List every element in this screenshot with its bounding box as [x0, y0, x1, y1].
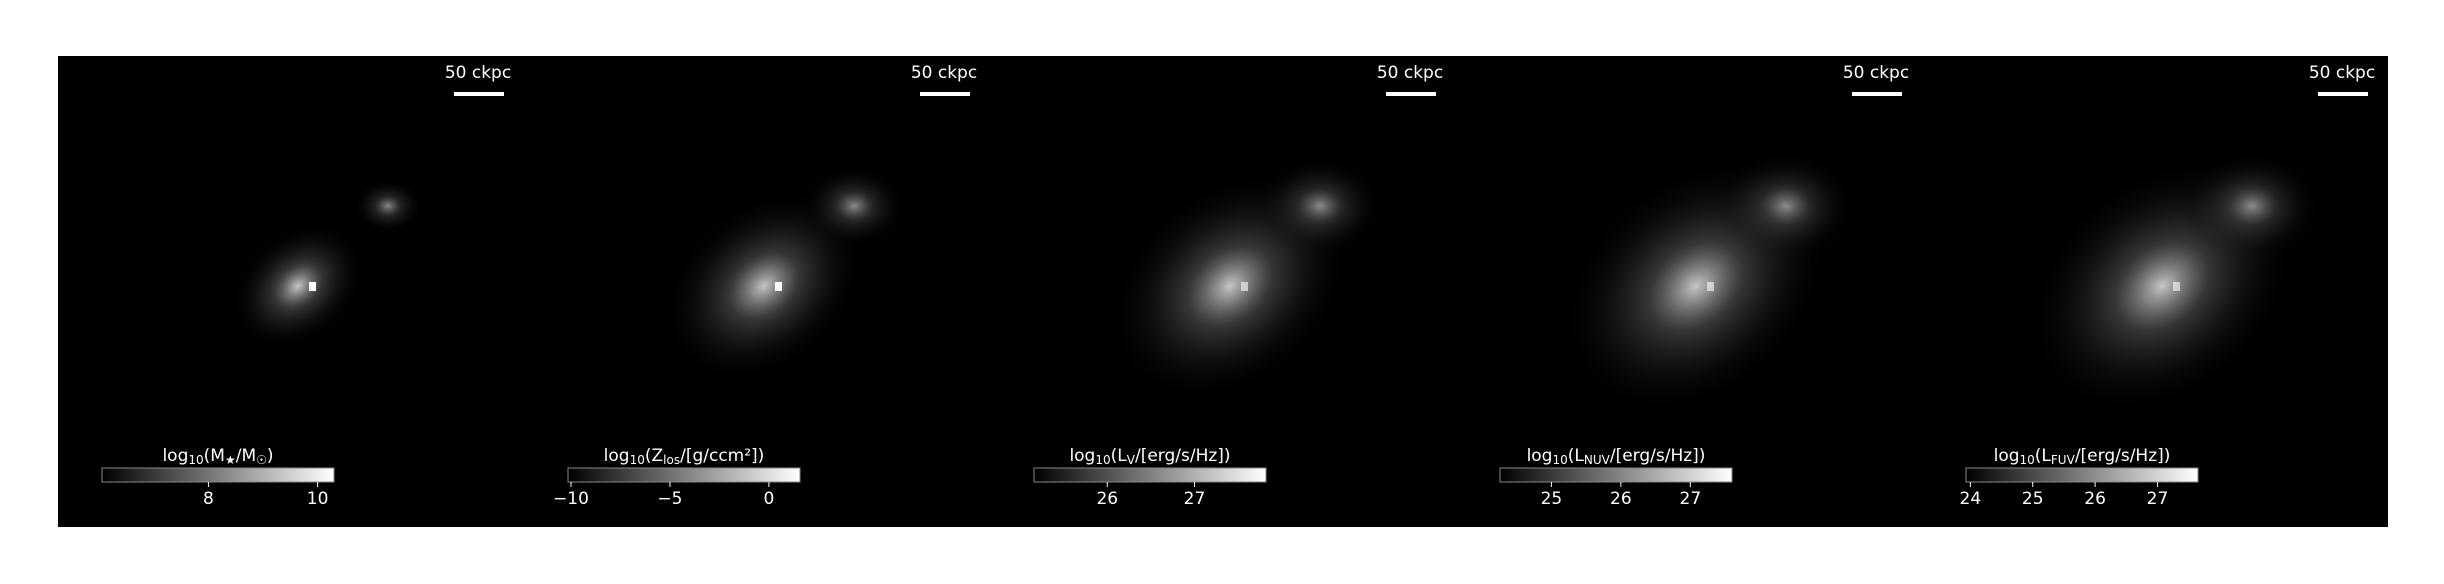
panel: 50 ckpc log10(LV/[erg/s/Hz]) 26 27: [990, 56, 1456, 527]
map-glow: [1716, 151, 1856, 261]
colorbar-label-part: /[g/ccm²]): [680, 446, 764, 466]
colorbar-tick-label: 26: [1610, 489, 1632, 509]
colorbar-label-part: 10: [1552, 453, 1567, 467]
scale-bar-label: 50 ckpc: [1843, 63, 1909, 83]
colorbar: [567, 467, 801, 483]
colorbar-label-part: ): [267, 446, 274, 466]
colorbar-label-part: log: [162, 446, 188, 466]
colorbar-tick-label: 8: [203, 489, 214, 509]
colorbar-label: log10(Zlos/[g/ccm²]): [604, 446, 765, 467]
map-core: [2173, 282, 2180, 291]
colorbar-label-part: 10: [188, 453, 203, 467]
map-glow: [2182, 151, 2322, 261]
colorbar-label-part: /[erg/s/Hz]): [2075, 446, 2171, 466]
colorbar-tick-label: 27: [1680, 489, 1702, 509]
colorbar-label-part: V: [1127, 453, 1136, 467]
map-core: [309, 282, 316, 291]
colorbar-tick-label: −10: [553, 489, 589, 509]
colorbar-label-part: (L: [1568, 446, 1585, 466]
map-core: [775, 282, 782, 291]
map-glow: [353, 178, 423, 234]
colorbar-tick-label: 27: [2147, 489, 2169, 509]
colorbar: [101, 467, 335, 483]
colorbar: [1499, 467, 1733, 483]
colorbar-label-part: NUV: [1584, 453, 1611, 467]
colorbar-label-part: /[erg/s/Hz]): [1135, 446, 1231, 466]
scale-bar-label: 50 ckpc: [1377, 63, 1443, 83]
colorbar-label-part: (M: [204, 446, 225, 466]
colorbar-label-part: log: [604, 446, 630, 466]
colorbar-tick-label: 24: [1960, 489, 1982, 509]
colorbar-label: log10(LNUV/[erg/s/Hz]): [1527, 446, 1706, 467]
colorbar-label-part: log: [1527, 446, 1553, 466]
map-glow: [662, 189, 866, 383]
colorbar-tick-label: 26: [1096, 489, 1118, 509]
map-glow: [230, 221, 366, 351]
colorbar-tick-label: 0: [764, 489, 775, 509]
colorbar-label-part: log: [1069, 446, 1095, 466]
panel: 50 ckpc log10(LFUV/[erg/s/Hz]) 24 25 26 27: [1922, 56, 2388, 527]
colorbar: [1965, 467, 2199, 483]
scale-bar-label: 50 ckpc: [911, 63, 977, 83]
colorbar-label-part: ★: [225, 453, 236, 467]
colorbar-label: log10(LV/[erg/s/Hz]): [1069, 446, 1230, 467]
colorbar: [1033, 467, 1267, 483]
colorbar-label-part: (L: [1111, 446, 1128, 466]
colorbar-tick-label: 25: [2022, 489, 2044, 509]
colorbar-tick-label: 25: [1541, 489, 1563, 509]
colorbar-label: log10(LFUV/[erg/s/Hz]): [1994, 446, 2171, 467]
colorbar-tick-label: 27: [1184, 489, 1206, 509]
colorbar-label-part: FUV: [2051, 453, 2076, 467]
map-core: [1241, 282, 1248, 291]
colorbar-label-part: 10: [630, 453, 645, 467]
panel: 50 ckpc log10(Zlos/[g/ccm²]) −10 −5 0: [524, 56, 990, 527]
colorbar-tick-label: 26: [2084, 489, 2106, 509]
colorbar-label-part: 10: [1095, 453, 1110, 467]
colorbar-tick-label: 10: [307, 489, 329, 509]
scale-bar-label: 50 ckpc: [445, 63, 511, 83]
colorbar-label-part: (L: [2035, 446, 2052, 466]
map-core: [1707, 282, 1714, 291]
colorbar-label-part: log: [1994, 446, 2020, 466]
map-glow: [801, 164, 907, 248]
colorbar-tick-label: −5: [657, 489, 682, 509]
map-glow: [1257, 156, 1383, 256]
colorbar-label-part: ☉: [256, 453, 267, 467]
colorbar-label-part: 10: [2020, 453, 2035, 467]
colorbar-label-part: /M: [236, 446, 256, 466]
panel: 50 ckpc log10(LNUV/[erg/s/Hz]) 25 26 27: [1456, 56, 1922, 527]
colorbar-label-part: (Z: [645, 446, 663, 466]
colorbar-label-part: /[erg/s/Hz]): [1610, 446, 1706, 466]
scale-bar-label: 50 ckpc: [2309, 63, 2375, 83]
colorbar-label: log10(M★/M☉): [162, 446, 273, 467]
colorbar-label-part: los: [663, 453, 680, 467]
